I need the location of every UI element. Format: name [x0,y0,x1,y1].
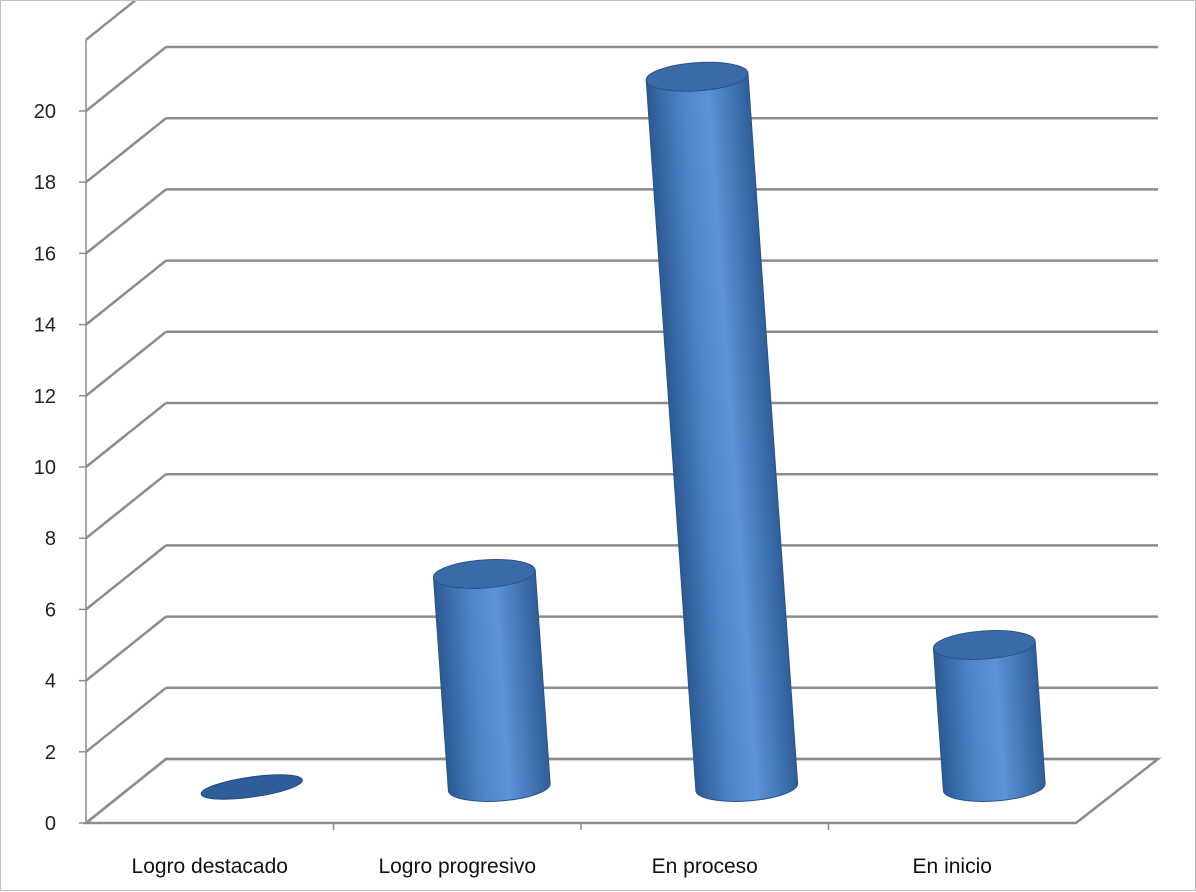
gridline [85,116,1158,184]
bar [200,774,303,800]
bar [645,61,799,802]
gridline [85,1,137,41]
bars [200,61,1046,802]
bar [432,559,551,802]
y-tick-label: 2 [45,742,56,764]
y-tick-label: 20 [34,101,56,123]
gridline [85,45,1158,112]
gridline [85,615,1158,682]
y-tick-label: 10 [34,457,56,479]
y-tick-label: 14 [34,315,56,337]
y-tick-label: 0 [45,813,56,835]
gridline [85,544,1158,611]
y-tick-label: 18 [34,172,56,194]
gridline [85,472,1158,540]
gridline [85,401,1158,468]
category-label: Logro progresivo [378,855,536,878]
y-tick-label: 12 [34,386,56,408]
category-label: En inicio [913,855,992,878]
axes [79,39,1162,830]
gridline [85,330,1158,397]
bar [932,630,1046,802]
y-tick-label: 6 [45,599,56,621]
gridline [85,188,1158,255]
category-labels: Logro destacado Logro progresivo En proces… [132,855,992,878]
y-tick-label: 16 [34,243,56,265]
gridline [85,259,1158,326]
y-tick-label: 4 [45,671,56,693]
y-tick-label: 8 [45,528,56,550]
category-label: Logro destacado [132,855,288,878]
y-tick-labels: 0 2 4 6 8 10 12 14 16 18 20 [34,101,56,835]
category-label: En proceso [652,855,758,878]
